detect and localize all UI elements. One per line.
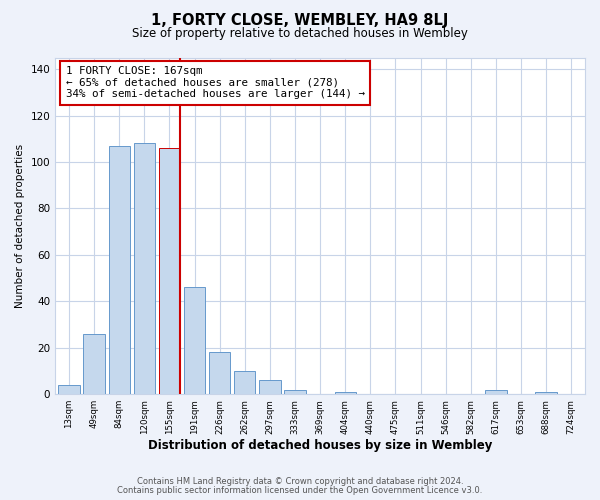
Text: 1 FORTY CLOSE: 167sqm
← 65% of detached houses are smaller (278)
34% of semi-det: 1 FORTY CLOSE: 167sqm ← 65% of detached … <box>66 66 365 99</box>
Bar <box>83 334 105 394</box>
Bar <box>159 148 180 394</box>
X-axis label: Distribution of detached houses by size in Wembley: Distribution of detached houses by size … <box>148 440 492 452</box>
Bar <box>109 146 130 394</box>
Bar <box>284 390 305 394</box>
Bar <box>535 392 557 394</box>
Bar <box>234 371 256 394</box>
Bar <box>184 288 205 394</box>
Text: 1, FORTY CLOSE, WEMBLEY, HA9 8LJ: 1, FORTY CLOSE, WEMBLEY, HA9 8LJ <box>151 12 449 28</box>
Bar <box>335 392 356 394</box>
Bar <box>209 352 230 394</box>
Bar <box>485 390 506 394</box>
Text: Contains public sector information licensed under the Open Government Licence v3: Contains public sector information licen… <box>118 486 482 495</box>
Text: Contains HM Land Registry data © Crown copyright and database right 2024.: Contains HM Land Registry data © Crown c… <box>137 477 463 486</box>
Y-axis label: Number of detached properties: Number of detached properties <box>15 144 25 308</box>
Bar <box>259 380 281 394</box>
Bar <box>58 385 80 394</box>
Text: Size of property relative to detached houses in Wembley: Size of property relative to detached ho… <box>132 28 468 40</box>
Bar <box>134 144 155 394</box>
